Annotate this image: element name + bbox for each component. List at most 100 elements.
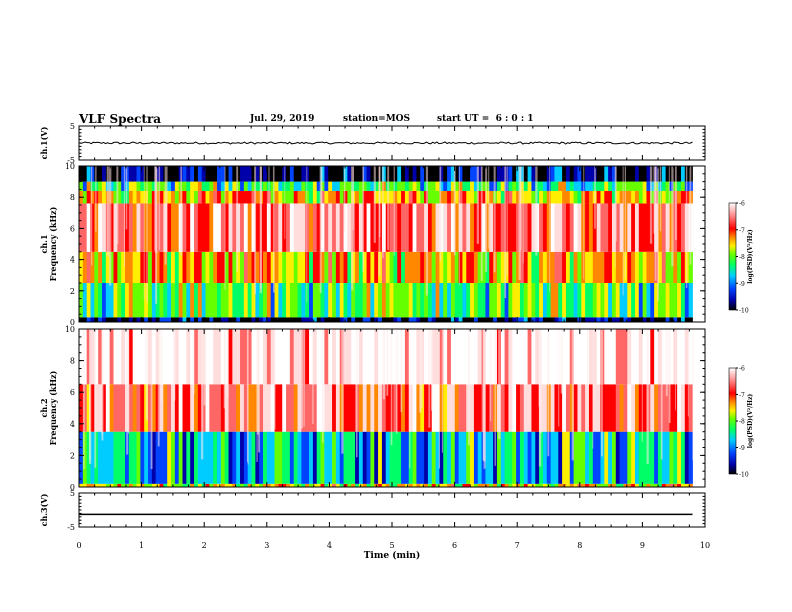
spectrogram-cell: [125, 283, 130, 318]
spectrogram-cell: [79, 431, 84, 484]
spectrogram-cell: [163, 317, 168, 322]
spectrogram-cell: [554, 283, 559, 318]
spectrogram-cell: [519, 329, 525, 385]
spectrogram-cell: [496, 190, 502, 204]
spectrogram-cell: [255, 483, 260, 487]
spectrogram-cell: [328, 384, 333, 432]
spectrogram-cell: [324, 190, 329, 204]
spectrogram-cell: [109, 329, 114, 385]
spectrogram-cell: [631, 166, 636, 182]
spectrogram-cell: [588, 431, 594, 484]
spectrogram-cell: [332, 181, 337, 191]
spectrogram-cell: [466, 190, 471, 204]
y-tick-label: 8: [70, 193, 75, 202]
spectrogram-cell: [588, 317, 594, 322]
spectrogram-streak: [390, 329, 393, 446]
spectrogram-cell: [615, 317, 621, 322]
spectrogram-streak: [538, 329, 542, 467]
spectrogram-cell: [197, 483, 203, 487]
spectrogram-cell: [615, 384, 621, 432]
spectrogram-cell: [673, 483, 678, 487]
spectrogram-cell: [585, 166, 590, 182]
colorbar-tick-label: -10: [739, 308, 749, 315]
spectrogram-cell: [347, 384, 352, 432]
spectrogram-cell: [243, 384, 249, 432]
spectrogram-cell: [343, 317, 348, 322]
spectrogram-cell: [278, 203, 283, 252]
spectrogram-cell: [148, 251, 153, 283]
spectrogram-cell: [615, 203, 621, 252]
spectrogram-cell: [504, 317, 509, 322]
spectrogram-cell: [370, 166, 375, 182]
spectrogram-cell: [232, 251, 237, 283]
spectrogram-cell: [646, 181, 651, 191]
spectrogram-cell: [113, 181, 118, 191]
spectrogram-streak: [94, 329, 97, 468]
x-tick-label: 8: [577, 541, 582, 550]
spectrogram-cell: [439, 483, 444, 487]
spectrogram-cell: [174, 483, 180, 487]
spectrogram-cell: [550, 181, 555, 191]
spectrogram-cell: [378, 283, 383, 318]
spectrogram-cell: [297, 251, 302, 283]
spectrogram-cell: [661, 251, 667, 283]
spectrogram-cell: [305, 329, 310, 385]
spectrogram-cell: [205, 251, 210, 283]
spectrogram-cell: [512, 166, 517, 182]
spectrogram-cell: [554, 483, 559, 487]
spectrogram-cell: [443, 384, 448, 432]
spectrogram-cell: [190, 329, 195, 385]
spectrogram-cell: [312, 317, 318, 322]
spectrogram-cell: [117, 181, 122, 191]
spectrogram-cell: [473, 483, 479, 487]
spectrogram-cell: [316, 181, 321, 191]
spectrogram-streak: [260, 166, 262, 289]
spectrogram-cell: [381, 384, 387, 432]
spectrogram-cell: [427, 431, 433, 484]
spectrogram-cell: [278, 283, 283, 318]
spectrogram-streak: [593, 329, 595, 401]
colorbar-tick-label: -6: [739, 201, 745, 208]
spectrogram-cell: [305, 203, 310, 252]
spectrogram-cell: [105, 251, 111, 283]
spectrogram-cell: [588, 203, 594, 252]
spectrogram-cell: [565, 166, 571, 182]
spectrogram-cell: [320, 190, 325, 204]
y-tick-label: 2: [70, 287, 75, 296]
spectrogram-cell: [680, 251, 686, 283]
spectrogram-cell: [236, 384, 241, 432]
spectrogram-cell: [623, 283, 628, 318]
spectrogram-cell: [136, 483, 141, 487]
spectrogram-cell: [366, 251, 371, 283]
spectrogram-cell: [362, 483, 367, 487]
spectrogram-cell: [247, 483, 252, 487]
spectrogram-streak: [127, 329, 130, 434]
spectrogram-cell: [243, 483, 249, 487]
spectrogram-cell: [588, 329, 594, 385]
spectrogram-cell: [259, 483, 264, 487]
spectrogram-cell: [634, 384, 640, 432]
spectrogram-streak: [145, 329, 148, 421]
spectrogram-cell: [297, 283, 302, 318]
spectrogram-cell: [680, 181, 686, 191]
spectrogram-cell: [286, 181, 291, 191]
spectrogram-cell: [182, 203, 187, 252]
spectrogram-streak: [519, 166, 522, 251]
spectrogram-cell: [588, 283, 594, 318]
spectrogram-cell: [98, 483, 103, 487]
spectrogram-cell: [665, 317, 670, 322]
spectrogram-cell: [450, 203, 456, 252]
spectrogram-streak: [494, 329, 496, 466]
spectrogram-streak: [689, 166, 692, 265]
spectrogram-cell: [389, 190, 394, 204]
spectrogram-cell: [109, 317, 114, 322]
spectrogram-cell: [596, 181, 601, 191]
spectrogram-cell: [592, 283, 598, 318]
spectrogram-cell: [301, 317, 306, 322]
spectrogram-cell: [542, 384, 548, 432]
spectrogram-cell: [447, 190, 452, 204]
spectrogram-cell: [167, 483, 172, 487]
spectrogram-cell: [228, 251, 233, 283]
spectrogram-cell: [351, 431, 356, 484]
